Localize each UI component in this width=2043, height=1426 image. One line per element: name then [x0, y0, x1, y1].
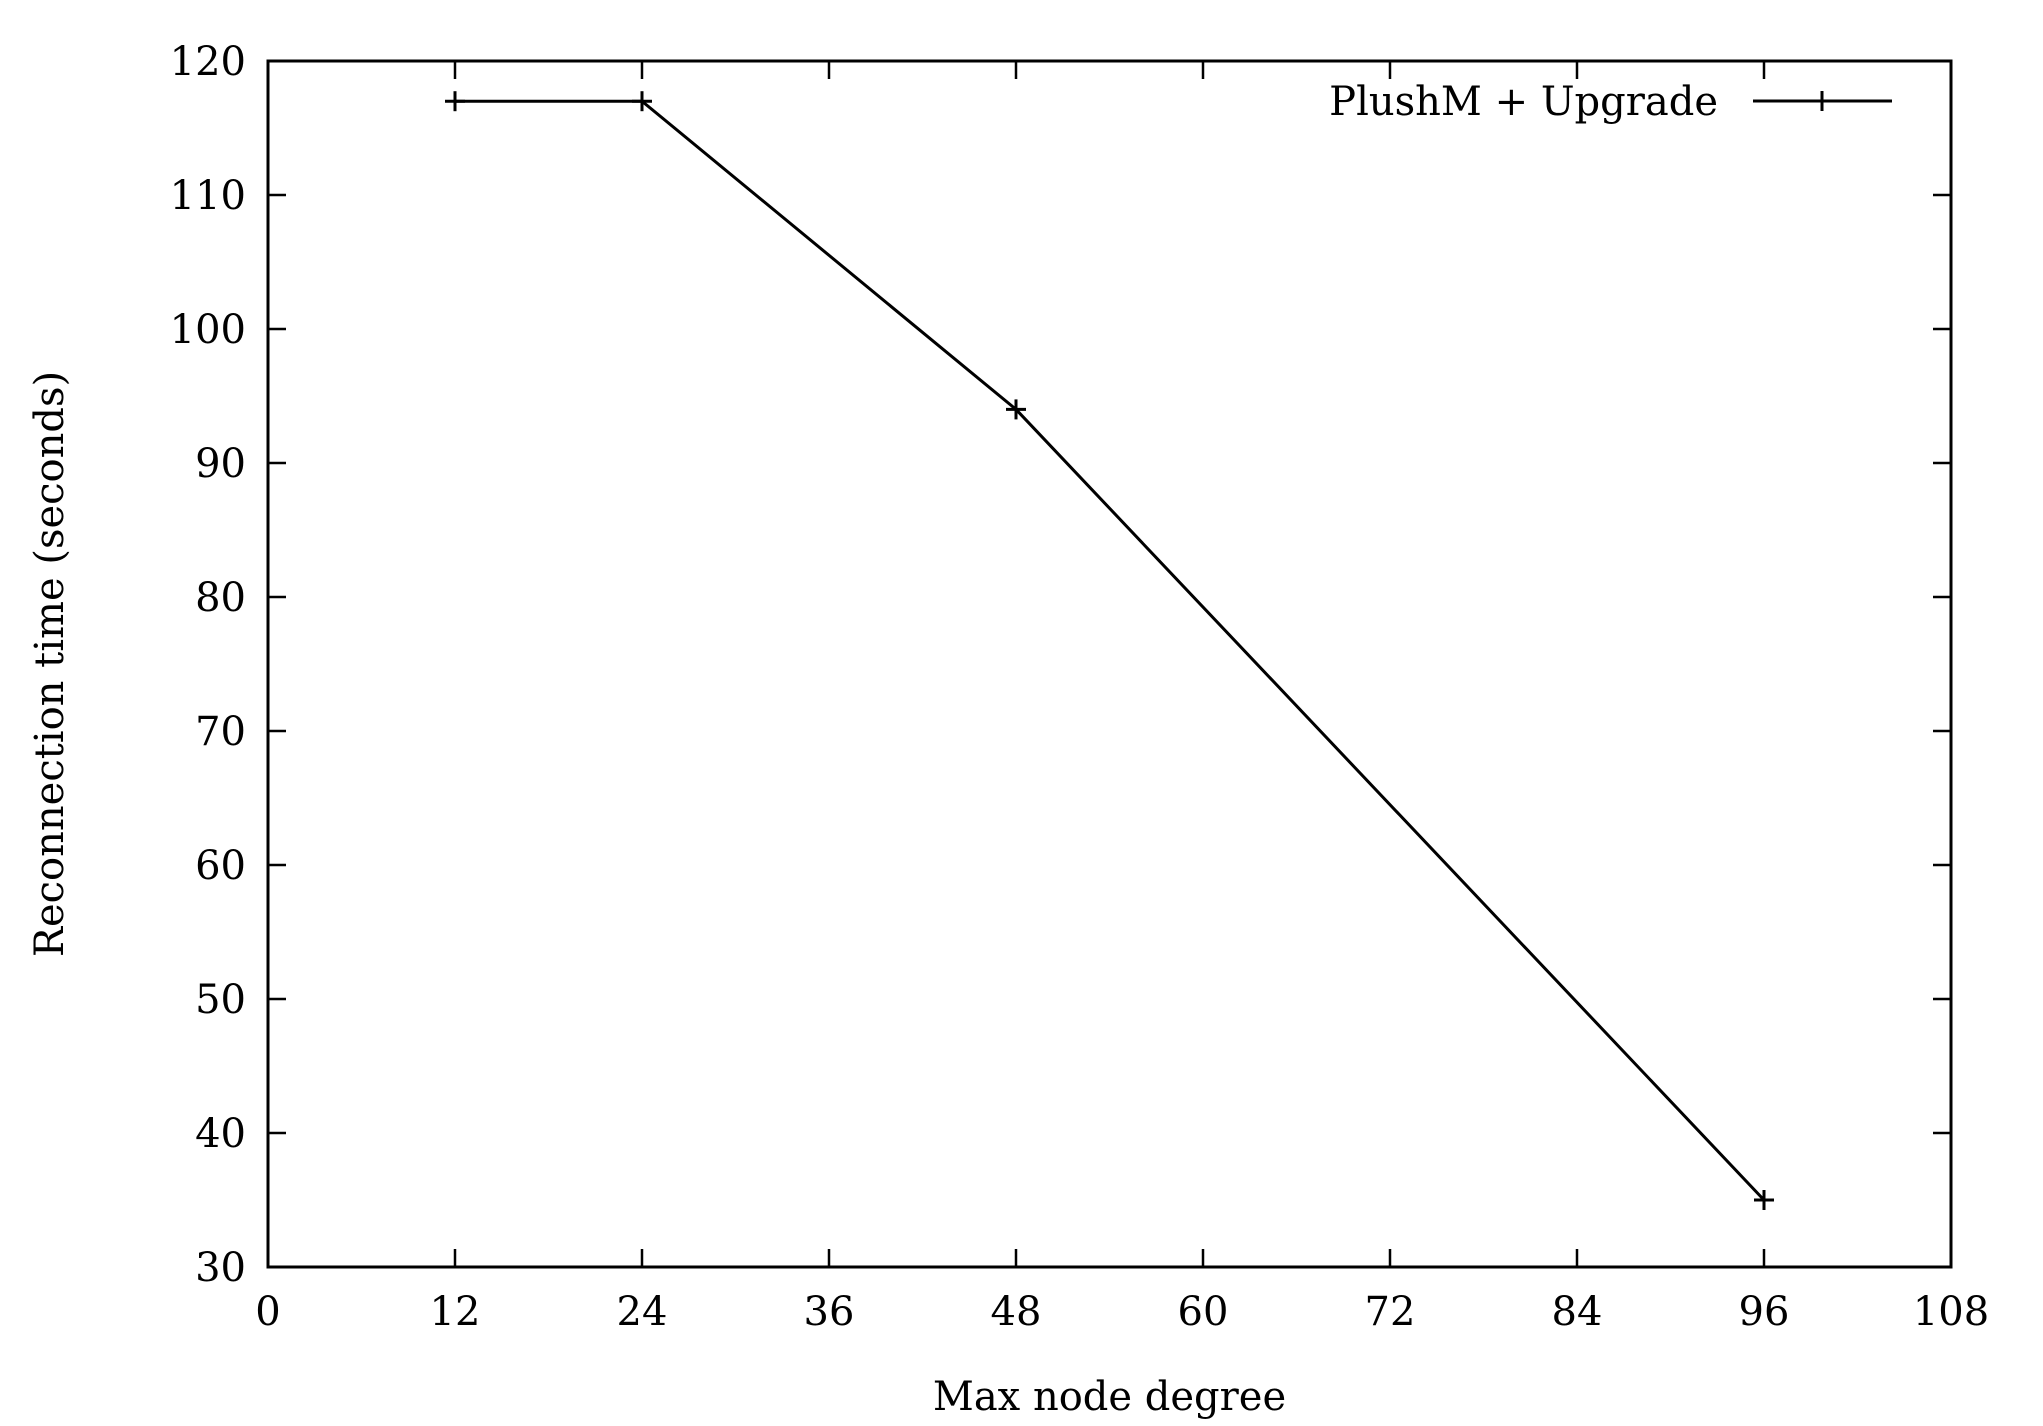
legend-swatch-marker: [1812, 91, 1832, 111]
x-tick-label: 72: [1365, 1289, 1416, 1335]
x-tick-label: 12: [430, 1289, 481, 1335]
x-tick-label: 60: [1178, 1289, 1229, 1335]
x-tick-label: 36: [804, 1289, 855, 1335]
series-line: [455, 99, 1766, 1202]
x-tick-label: 108: [1913, 1289, 1989, 1335]
y-tick-label: 30: [195, 1245, 246, 1291]
y-tick-label: 100: [170, 307, 246, 353]
x-tick-label: 84: [1552, 1289, 1603, 1335]
y-tick-label: 70: [195, 709, 246, 755]
x-axis-title: Max node degree: [933, 1374, 1286, 1420]
series-layer: [445, 91, 1774, 1210]
plot-frame: [266, 59, 1953, 1269]
x-tick-label: 24: [617, 1289, 668, 1335]
data-point: [1754, 1190, 1774, 1210]
legend-label: PlushM + Upgrade: [1329, 79, 1718, 125]
x-tick-label: 0: [255, 1289, 280, 1335]
y-tick-label: 120: [170, 39, 246, 85]
y-axis: 30 40 50 60 70 80 90 100 110 120: [170, 39, 1951, 1291]
x-tick-label: 96: [1739, 1289, 1790, 1335]
data-point: [1006, 399, 1026, 420]
x-axis: 0 12 24 36 48 60 72 84 96 108: [255, 61, 1989, 1335]
legend: PlushM + Upgrade: [1329, 79, 1892, 125]
x-tick-label: 48: [991, 1289, 1042, 1335]
y-axis-title: Reconnection time (seconds): [27, 371, 73, 957]
y-tick-label: 80: [195, 575, 246, 621]
y-tick-label: 50: [195, 977, 246, 1023]
y-tick-label: 90: [195, 441, 246, 487]
plot-area: [266, 59, 1953, 1269]
data-point: [445, 91, 465, 112]
y-tick-label: 110: [170, 173, 246, 219]
y-tick-label: 60: [195, 843, 246, 889]
y-tick-label: 40: [195, 1111, 246, 1157]
data-point: [632, 91, 652, 112]
